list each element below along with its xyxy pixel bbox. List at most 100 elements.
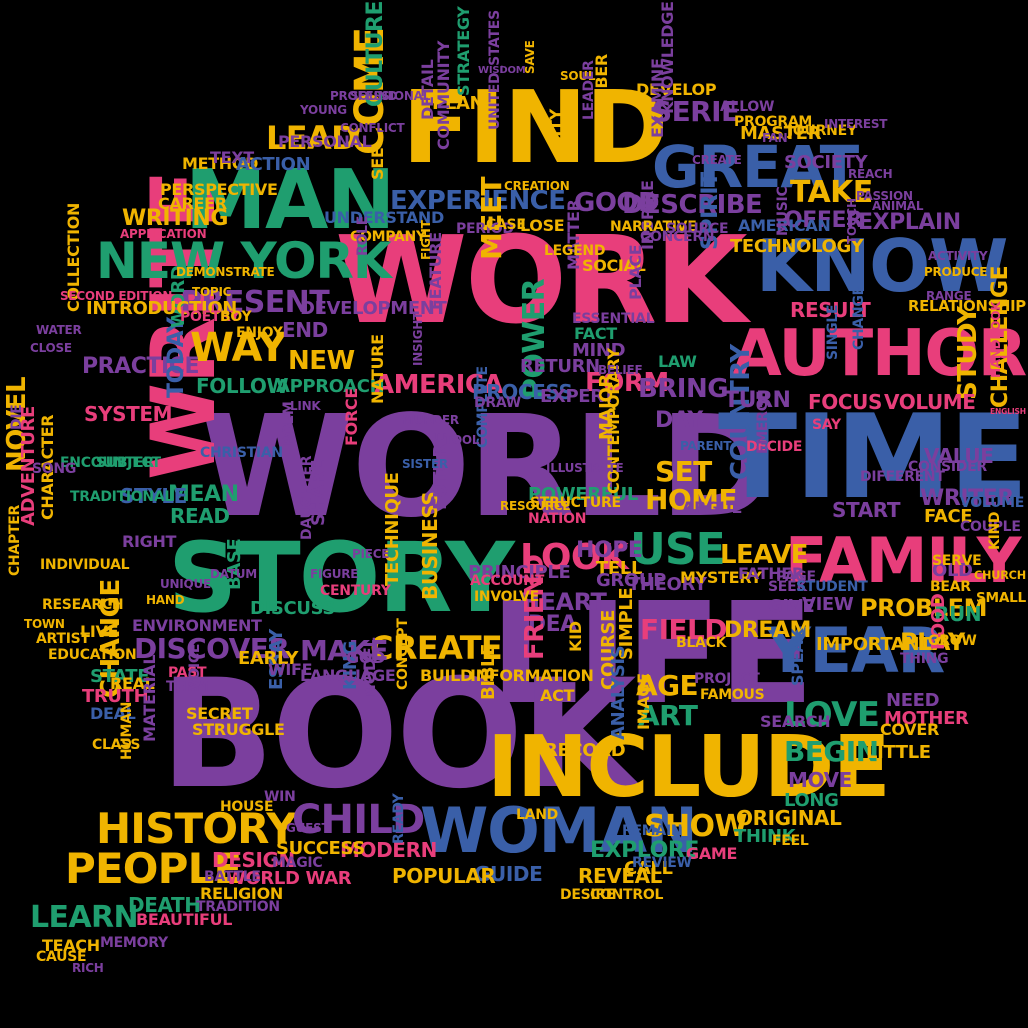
word-record: RECORD xyxy=(544,740,626,761)
word-research: RESEARCH xyxy=(42,597,124,613)
word-expert: EXPERT xyxy=(540,386,615,407)
word-christian: CHRISTIAN xyxy=(200,445,283,461)
word-truth: TRUTH xyxy=(82,686,149,707)
word-human: HUMAN xyxy=(119,701,135,760)
word-class: CLASS xyxy=(92,737,141,753)
word-death: DEATH xyxy=(128,893,201,917)
word-search: SEARCH xyxy=(760,712,831,731)
word-man: MAN xyxy=(185,153,395,248)
word-rich: RICH xyxy=(72,961,104,975)
word-narrative: NARRATIVE xyxy=(610,219,697,235)
word-thing: THING xyxy=(900,651,949,667)
word-book: BOOK xyxy=(160,648,637,822)
word-personal: PERSONAL xyxy=(278,132,372,151)
word-structure: STRUCTURE xyxy=(530,495,621,511)
word-group: GROUP xyxy=(596,570,666,591)
word-theory: THEORY xyxy=(628,574,707,595)
word-discover: DISCOVER xyxy=(134,632,290,665)
word-nature: NATURE xyxy=(368,334,387,404)
word-leave: LEAVE xyxy=(720,540,808,570)
word-produce: PRODUCE xyxy=(924,265,988,279)
word-history: HISTORY xyxy=(96,804,297,853)
word-process: PROCESS xyxy=(472,380,573,404)
word-tell: TELL xyxy=(596,558,643,579)
word-early: EARLY xyxy=(238,648,298,669)
word-link: LINK xyxy=(290,399,321,413)
word-volume: VOLUME xyxy=(884,390,976,414)
word-sister: SISTER xyxy=(402,457,448,471)
word-lose: LOSE xyxy=(520,216,565,235)
word-year: YEAR xyxy=(766,614,945,687)
word-unique: UNIQUE xyxy=(160,577,211,591)
word-mind: MIND xyxy=(572,340,626,361)
word-language: LANGUAGE xyxy=(300,666,396,685)
word-master: MASTER xyxy=(740,123,822,144)
word-kid: KID xyxy=(566,621,585,652)
word-period: PERIOD xyxy=(456,221,514,237)
word-chapter: CHAPTER xyxy=(7,504,23,576)
word-desire: DESIRE xyxy=(560,887,616,903)
word-water: WATER xyxy=(36,323,82,337)
word-parent: PARENT xyxy=(680,439,732,453)
word-knowledge: KNOWLEDGE xyxy=(658,1,677,114)
word-see: SEE xyxy=(368,147,387,180)
word-image: IMAGE xyxy=(634,673,653,730)
word-make: MAKE xyxy=(300,634,389,667)
word-page: PAGE xyxy=(776,569,816,585)
word-emerge: EMERGE xyxy=(755,390,771,454)
word-relationship: RELATIONSHIP xyxy=(908,298,1026,315)
word-end: END xyxy=(282,318,328,342)
word-term: TERM xyxy=(166,679,209,695)
word-battle: BATTLE xyxy=(204,869,261,885)
word-act: ACT xyxy=(540,686,575,705)
word-volume: VOLUME xyxy=(960,495,1025,511)
word-understand: UNDERSTAND xyxy=(324,208,444,227)
word-bear: BEAR xyxy=(930,579,971,595)
word-writer: WRITER xyxy=(920,486,1014,511)
word-education: EDUCATION xyxy=(48,647,137,663)
word-allow: ALLOW xyxy=(720,99,775,115)
word-daughter: DAUGHTER xyxy=(299,455,315,540)
word-information: INFORMATION xyxy=(470,666,594,685)
word-leader: LEADER xyxy=(581,60,597,120)
word-boy: BOY xyxy=(220,309,252,325)
word-play: PLAY xyxy=(900,628,965,656)
word-decide: DECIDE xyxy=(746,439,803,455)
word-conflict: CONFLICT xyxy=(340,121,405,135)
word-account: ACCOUNT xyxy=(470,573,544,589)
word-present: PRESENT xyxy=(180,285,330,320)
word-fight: FIGHT xyxy=(419,220,433,260)
word-black: BLACK xyxy=(676,635,727,651)
word-role: ROLE xyxy=(355,215,371,256)
word-guest: GUEST xyxy=(286,821,330,835)
word-career: CAREER xyxy=(158,194,227,213)
word-community: COMMUNITY xyxy=(434,40,453,150)
word-world: WORLD xyxy=(200,386,775,549)
word-today: TODAY xyxy=(164,317,189,398)
word-individual: INDIVIDUAL xyxy=(40,557,130,573)
word-analysis: ANALYSIS xyxy=(608,645,629,740)
word-call: CALL xyxy=(624,858,673,879)
word-social: SOCIAL xyxy=(582,256,646,275)
word-resource: RESOURCE xyxy=(500,499,571,513)
word-concept: CONCEPT xyxy=(395,618,411,690)
word-development: DEVELOPMENT xyxy=(300,298,447,319)
word-find: FIND xyxy=(402,69,668,186)
word-hope: HOPE xyxy=(576,538,643,563)
word-subject: SUBJECT xyxy=(96,455,161,471)
word-view: VIEW xyxy=(802,594,854,615)
word-deal: DEAL xyxy=(90,704,136,723)
word-focus: FOCUS xyxy=(808,390,882,414)
word-journey: JOURNEY xyxy=(788,123,857,139)
word-guide: GUIDE xyxy=(474,862,543,886)
word-topic: TOPIC xyxy=(192,285,232,299)
word-mother: MOTHER xyxy=(884,708,969,729)
word-reveal: REVEAL xyxy=(578,864,663,888)
word-legend: LEGEND xyxy=(544,243,606,259)
word-little: LITTLE xyxy=(866,742,931,763)
word-original: ORIGINAL xyxy=(736,806,842,830)
word-practice: PRACTICE xyxy=(82,354,200,379)
word-love: LOVE xyxy=(784,695,880,735)
word-fact: FACT xyxy=(574,324,617,343)
word-study: STUDY xyxy=(953,306,983,401)
